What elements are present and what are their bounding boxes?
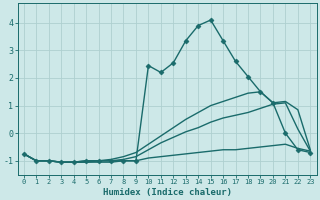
X-axis label: Humidex (Indice chaleur): Humidex (Indice chaleur) — [103, 188, 232, 197]
